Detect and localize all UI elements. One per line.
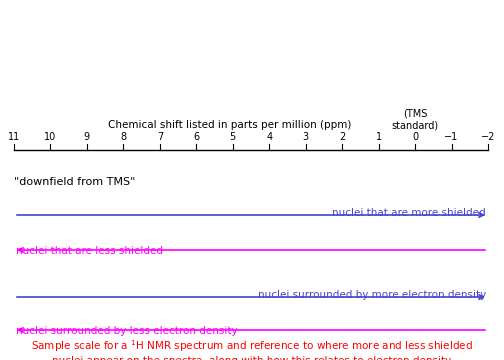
Text: Chemical shift listed in parts per million (ppm): Chemical shift listed in parts per milli… xyxy=(108,120,352,130)
Text: Sample scale for a $^1$H NMR spectrum and reference to where more and less shiel: Sample scale for a $^1$H NMR spectrum an… xyxy=(31,338,473,360)
Text: 2: 2 xyxy=(339,132,345,142)
Text: 1: 1 xyxy=(375,132,382,142)
Text: nuclei surrounded by more electron density: nuclei surrounded by more electron densi… xyxy=(258,290,486,300)
Text: 4: 4 xyxy=(266,132,272,142)
Text: 9: 9 xyxy=(84,132,90,142)
Text: 7: 7 xyxy=(157,132,163,142)
Text: −2: −2 xyxy=(481,132,495,142)
Text: 3: 3 xyxy=(302,132,309,142)
Text: nuclei that are more shielded: nuclei that are more shielded xyxy=(332,208,486,218)
Text: 8: 8 xyxy=(120,132,127,142)
Text: (TMS
standard): (TMS standard) xyxy=(392,108,438,130)
Text: nuclei that are less shielded: nuclei that are less shielded xyxy=(16,246,163,256)
Text: "downfield from TMS": "downfield from TMS" xyxy=(14,177,136,187)
Text: nuclei surrounded by less electron density: nuclei surrounded by less electron densi… xyxy=(16,326,237,336)
Text: 10: 10 xyxy=(44,132,56,142)
Text: 5: 5 xyxy=(230,132,236,142)
Text: −1: −1 xyxy=(445,132,459,142)
Text: 0: 0 xyxy=(412,132,418,142)
Text: 11: 11 xyxy=(8,132,20,142)
Text: 6: 6 xyxy=(193,132,200,142)
